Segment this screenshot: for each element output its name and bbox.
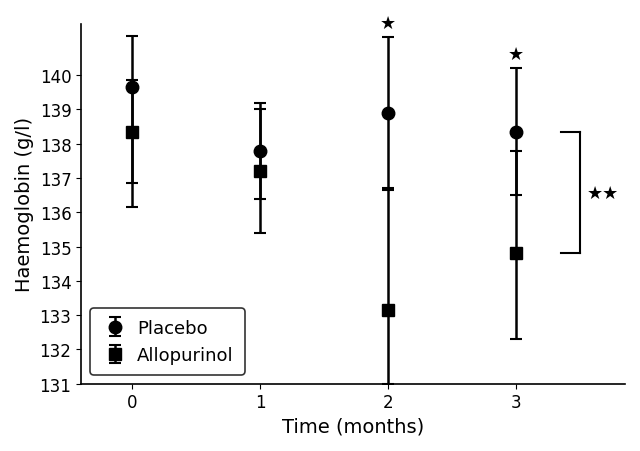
Legend: Placebo, Allopurinol: Placebo, Allopurinol bbox=[90, 308, 244, 375]
Text: ★: ★ bbox=[508, 46, 524, 64]
X-axis label: Time (months): Time (months) bbox=[282, 417, 424, 436]
Y-axis label: Haemoglobin (g/l): Haemoglobin (g/l) bbox=[15, 117, 34, 292]
Text: ★★: ★★ bbox=[587, 184, 619, 202]
Text: ★: ★ bbox=[380, 15, 396, 33]
